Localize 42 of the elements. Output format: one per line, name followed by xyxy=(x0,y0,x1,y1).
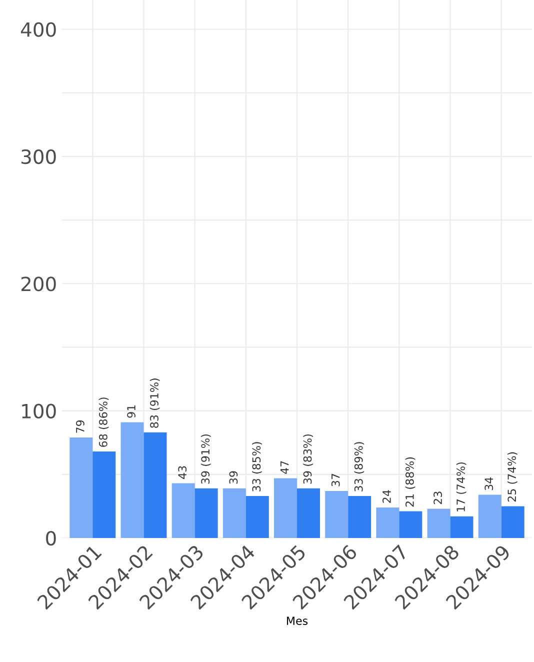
data-label: 47 xyxy=(280,461,289,474)
bar xyxy=(427,508,450,538)
bar xyxy=(348,496,372,538)
y-tick-label: 200 xyxy=(21,276,56,292)
bar xyxy=(144,432,167,538)
y-tick-label: 0 xyxy=(46,530,56,546)
data-label: 24 xyxy=(382,490,391,503)
bar xyxy=(194,488,218,538)
bar xyxy=(70,438,93,538)
y-tick-label: 400 xyxy=(20,22,56,37)
data-label: 33 (89%) xyxy=(354,442,364,492)
data-label: 79 xyxy=(76,420,84,433)
y-tick-label: 100 xyxy=(22,404,56,418)
data-label: 21 (88%) xyxy=(405,457,416,507)
x-axis-title: Mes xyxy=(286,616,308,625)
bar xyxy=(376,507,400,538)
bar xyxy=(246,496,269,538)
bar xyxy=(222,488,246,538)
bar xyxy=(297,488,320,538)
data-label: 91 xyxy=(127,405,136,418)
bar xyxy=(450,516,474,538)
data-label: 39 (83%) xyxy=(303,434,314,484)
data-label: 34 xyxy=(484,477,494,490)
data-label: 43 xyxy=(178,466,187,479)
data-label: 39 (91%) xyxy=(200,434,211,484)
data-label: 83 (91%) xyxy=(150,378,160,428)
bar xyxy=(478,494,502,538)
bar xyxy=(274,478,297,538)
bar xyxy=(172,483,195,538)
bar xyxy=(92,452,116,538)
data-label: 33 (85%) xyxy=(252,442,262,492)
data-label: 23 xyxy=(434,492,442,504)
data-label: 37 xyxy=(331,474,340,486)
bar xyxy=(399,511,422,538)
y-tick-label: 300 xyxy=(22,149,56,164)
data-label: 39 xyxy=(229,471,238,484)
data-label: 17 (74%) xyxy=(456,462,466,512)
bar xyxy=(120,422,144,538)
data-label: 25 (74%) xyxy=(507,452,518,502)
bar xyxy=(501,506,524,538)
bar xyxy=(325,490,348,538)
data-label: 68 (86%) xyxy=(98,398,109,447)
